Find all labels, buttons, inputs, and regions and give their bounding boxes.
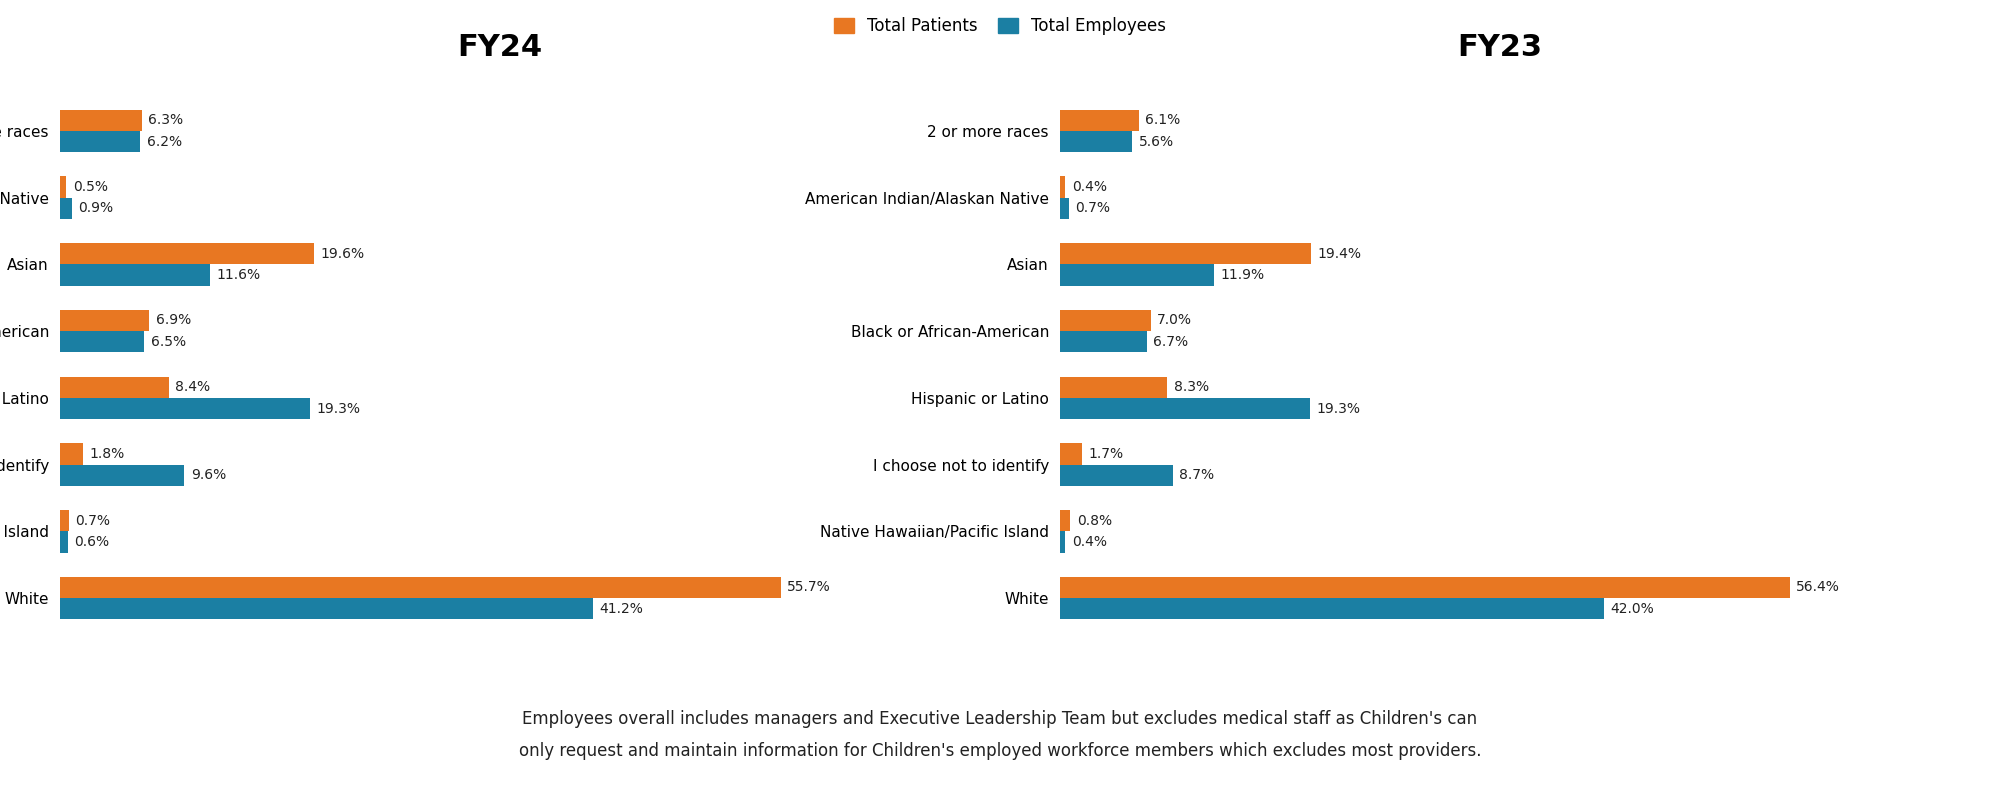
Bar [60, 243, 314, 264]
Bar [60, 331, 144, 352]
Text: 0.7%: 0.7% [76, 514, 110, 527]
Bar [60, 198, 72, 219]
Bar [1060, 531, 1066, 552]
Bar [1060, 598, 1604, 620]
Text: 0.4%: 0.4% [1072, 535, 1106, 549]
Bar [60, 131, 140, 152]
Text: 0.4%: 0.4% [1072, 180, 1106, 194]
Bar [60, 465, 184, 486]
Text: 6.2%: 6.2% [146, 134, 182, 149]
Legend: Total Patients, Total Employees: Total Patients, Total Employees [828, 12, 1172, 40]
Bar [60, 398, 310, 420]
Text: 5.6%: 5.6% [1138, 134, 1174, 149]
Text: 41.2%: 41.2% [600, 602, 644, 616]
Text: 9.6%: 9.6% [190, 468, 226, 482]
Bar [1060, 465, 1172, 486]
Text: 7.0%: 7.0% [1158, 313, 1192, 327]
Text: 42.0%: 42.0% [1610, 602, 1654, 616]
Bar [1060, 398, 1310, 420]
Text: 0.5%: 0.5% [72, 180, 108, 194]
Text: 11.6%: 11.6% [216, 268, 260, 282]
Text: 1.8%: 1.8% [90, 447, 126, 461]
Bar [60, 577, 780, 598]
Bar [1060, 577, 1790, 598]
Text: 8.7%: 8.7% [1180, 468, 1214, 482]
Title: FY23: FY23 [1458, 33, 1542, 62]
Bar [1060, 264, 1214, 286]
Text: Employees overall includes managers and Executive Leadership Team but excludes m: Employees overall includes managers and … [518, 710, 1482, 760]
Bar [60, 510, 70, 531]
Text: 19.6%: 19.6% [320, 247, 364, 261]
Bar [1060, 331, 1146, 352]
Text: 6.5%: 6.5% [150, 335, 186, 349]
Bar [60, 598, 594, 620]
Text: 8.4%: 8.4% [176, 380, 210, 394]
Bar [1060, 109, 1138, 131]
Bar [60, 264, 210, 286]
Text: 0.6%: 0.6% [74, 535, 110, 549]
Bar [60, 177, 66, 198]
Bar [1060, 309, 1150, 331]
Text: 6.7%: 6.7% [1154, 335, 1188, 349]
Text: 19.3%: 19.3% [316, 402, 360, 416]
Text: 0.8%: 0.8% [1076, 514, 1112, 527]
Bar [1060, 177, 1066, 198]
Bar [1060, 131, 1132, 152]
Text: 6.3%: 6.3% [148, 113, 184, 127]
Text: 55.7%: 55.7% [788, 580, 832, 595]
Bar [60, 309, 150, 331]
Title: FY24: FY24 [458, 33, 542, 62]
Bar [60, 109, 142, 131]
Bar [1060, 510, 1070, 531]
Text: 56.4%: 56.4% [1796, 580, 1840, 595]
Bar [60, 443, 84, 465]
Text: 6.9%: 6.9% [156, 313, 192, 327]
Bar [1060, 243, 1312, 264]
Text: 19.4%: 19.4% [1318, 247, 1362, 261]
Text: 0.7%: 0.7% [1076, 202, 1110, 215]
Text: 11.9%: 11.9% [1220, 268, 1264, 282]
Bar [1060, 443, 1082, 465]
Bar [60, 377, 168, 398]
Text: 8.3%: 8.3% [1174, 380, 1210, 394]
Text: 6.1%: 6.1% [1146, 113, 1180, 127]
Bar [1060, 198, 1070, 219]
Text: 0.9%: 0.9% [78, 202, 114, 215]
Text: 19.3%: 19.3% [1316, 402, 1360, 416]
Text: 1.7%: 1.7% [1088, 447, 1124, 461]
Bar [1060, 377, 1168, 398]
Bar [60, 531, 68, 552]
